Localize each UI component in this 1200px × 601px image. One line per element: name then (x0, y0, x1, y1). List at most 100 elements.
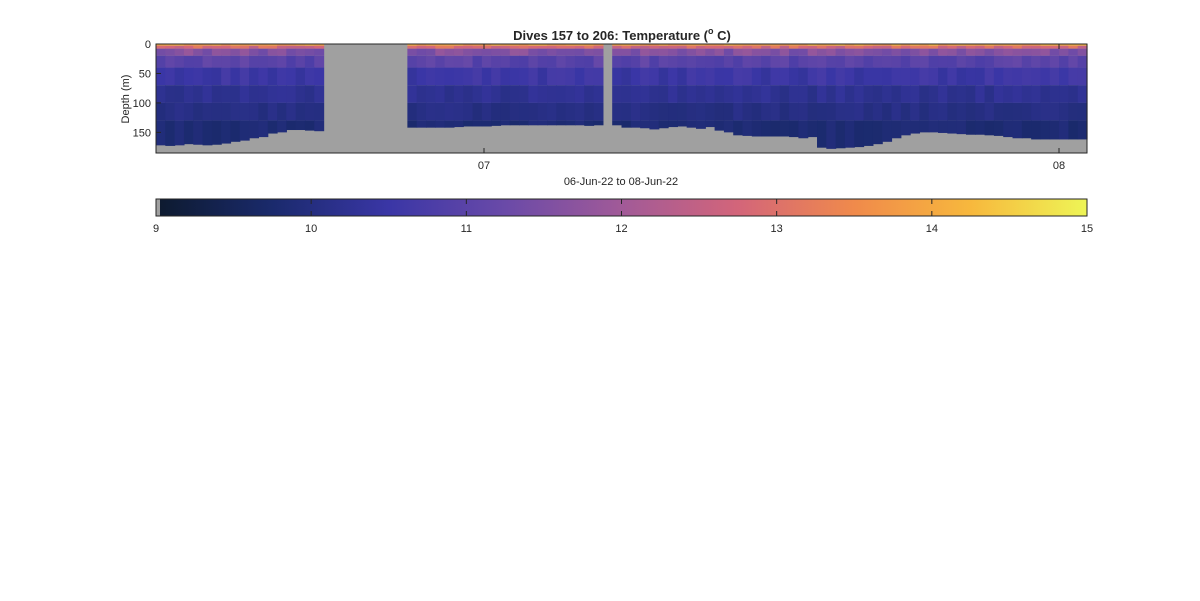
heatmap-cell (304, 102, 315, 121)
heatmap-cell (742, 48, 753, 56)
heatmap-cell (267, 67, 278, 86)
heatmap-cell (798, 45, 809, 49)
heatmap-cell (723, 45, 734, 49)
heatmap-cell (854, 67, 865, 86)
profile-column (621, 44, 632, 128)
heatmap-cell (183, 120, 194, 145)
heatmap-cell (863, 102, 874, 121)
heatmap-cell (239, 48, 250, 56)
profile-column (742, 44, 753, 136)
heatmap-cell (193, 44, 204, 46)
heatmap-cell (807, 55, 818, 68)
heatmap-cell (742, 55, 753, 68)
heatmap-cell (1077, 55, 1088, 68)
profile-column (593, 44, 604, 126)
profile-column (277, 44, 287, 133)
heatmap-cell (519, 102, 529, 121)
heatmap-cell (537, 45, 548, 49)
heatmap-cell (770, 45, 781, 49)
heatmap-cell (509, 120, 520, 126)
colorbar-tick-label: 14 (926, 223, 938, 235)
heatmap-cell (221, 67, 232, 86)
heatmap-cell (1003, 85, 1014, 103)
heatmap-cell (947, 45, 958, 49)
heatmap-cell (556, 48, 567, 56)
y-axis-label: Depth (m) (120, 75, 132, 124)
heatmap-cell (658, 102, 669, 121)
heatmap-cell (509, 44, 520, 46)
heatmap-cell (556, 44, 567, 46)
heatmap-cell (993, 120, 1004, 136)
heatmap-cell (872, 44, 883, 46)
profile-column (714, 44, 725, 131)
heatmap-cell (705, 102, 716, 121)
heatmap-cell (723, 55, 734, 68)
heatmap-cell (1021, 45, 1032, 49)
heatmap-cell (416, 55, 427, 68)
colorbar-nodata-swatch (156, 199, 160, 216)
heatmap-cell (686, 85, 697, 103)
heatmap-cell (593, 102, 604, 121)
heatmap-cell (425, 120, 436, 128)
heatmap-cell (547, 102, 557, 121)
profile-column (435, 44, 446, 128)
heatmap-cell (230, 48, 241, 56)
heatmap-cell (509, 48, 520, 56)
heatmap-cell (835, 67, 846, 86)
heatmap-cell (249, 48, 260, 56)
heatmap-cell (695, 120, 706, 129)
plot-area (156, 44, 1088, 153)
heatmap-cell (519, 48, 529, 56)
heatmap-cell (528, 85, 539, 103)
heatmap-cell (714, 55, 725, 68)
heatmap-cell (1003, 48, 1014, 56)
heatmap-cell (695, 44, 706, 46)
profile-column (789, 44, 799, 138)
heatmap-cell (723, 67, 734, 86)
heatmap-cell (686, 48, 697, 56)
heatmap-cell (826, 67, 837, 86)
heatmap-cell (221, 45, 232, 49)
heatmap-cell (742, 45, 753, 49)
heatmap-cell (723, 102, 734, 121)
heatmap-cell (1021, 102, 1032, 121)
heatmap-cell (993, 44, 1004, 46)
heatmap-cell (258, 45, 269, 49)
heatmap-cell (854, 44, 865, 46)
heatmap-cell (1012, 55, 1023, 68)
heatmap-cell (519, 44, 529, 46)
heatmap-cell (574, 120, 585, 126)
heatmap-cell (621, 102, 632, 121)
heatmap-cell (733, 44, 744, 46)
heatmap-cell (491, 44, 502, 46)
heatmap-cell (193, 67, 204, 86)
heatmap-cell (1068, 44, 1079, 46)
heatmap-cell (249, 55, 260, 68)
profile-column (770, 44, 781, 137)
heatmap-cell (705, 44, 716, 46)
heatmap-cell (500, 85, 511, 103)
heatmap-cell (630, 45, 641, 49)
heatmap-cell (956, 48, 967, 56)
heatmap-cell (984, 67, 995, 86)
heatmap-cell (277, 85, 287, 103)
heatmap-cell (1031, 120, 1042, 140)
heatmap-cell (928, 55, 939, 68)
heatmap-cell (649, 45, 660, 49)
heatmap-cell (304, 120, 315, 131)
heatmap-cell (863, 120, 874, 146)
heatmap-cell (574, 45, 585, 49)
profile-column (863, 44, 874, 146)
heatmap-cell (183, 44, 194, 46)
heatmap-cell (1040, 44, 1051, 46)
heatmap-cell (295, 85, 306, 103)
heatmap-cell (295, 102, 306, 121)
heatmap-cell (807, 85, 818, 103)
heatmap-cell (928, 48, 939, 56)
heatmap-cell (156, 45, 166, 49)
plot-frame (155, 43, 1088, 154)
profile-column (519, 44, 529, 126)
heatmap-cell (640, 120, 651, 129)
heatmap-cell (956, 55, 967, 68)
heatmap-cell (565, 45, 576, 49)
